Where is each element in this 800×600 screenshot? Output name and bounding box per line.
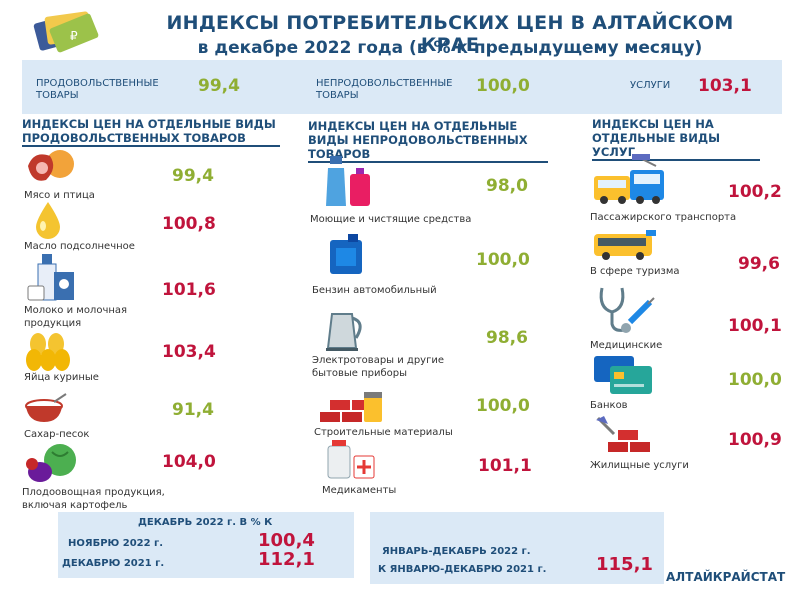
svg-text:₽: ₽ <box>70 29 78 43</box>
services-item-medical-label: Медицинские <box>590 340 663 351</box>
food-item-vegetables-value: 104,0 <box>162 452 216 472</box>
vegetables-icon <box>26 444 76 482</box>
services-item-tourism-value: 99,6 <box>738 254 780 274</box>
food-item-sugar-label: Сахар-песок <box>24 429 90 440</box>
food-item-eggs-value: 103,4 <box>162 342 216 362</box>
medicine-icon <box>327 440 375 479</box>
food-header: ИНДЕКСЫ ЦЕН НА ОТДЕЛЬНЫЕ ВИДЫ ПРОДОВОЛЬС… <box>22 117 280 147</box>
summary-bar <box>22 60 782 114</box>
services-item-medical-value: 100,1 <box>728 316 782 336</box>
summary-services-value: 103,1 <box>698 76 752 96</box>
money-cards-icon: ₽ <box>33 11 99 53</box>
nonfood-item-medicine-value: 101,1 <box>478 456 532 476</box>
nonfood-item-detergent-label: Моющие и чистящие средства <box>310 214 472 225</box>
page-title: ИНДЕКСЫ ПОТРЕБИТЕЛЬСКИХ ЦЕН В АЛТАЙСКОМ … <box>166 12 734 56</box>
food-item-oil-label: Масло подсолнечное <box>24 241 135 252</box>
services-item-transport-value: 100,2 <box>728 182 782 202</box>
nonfood-item-petrol-label: Бензин автомобильный <box>312 285 437 296</box>
food-item-eggs-label: Яйца куриные <box>24 372 99 383</box>
nonfood-item-appliances-label: Электротовары и другие бытовые приборы <box>312 355 445 379</box>
summary-food-label: ПРОДОВОЛЬСТВЕННЫЕ ТОВАРЫ <box>36 78 159 101</box>
bottom-left-row1-label: НОЯБРЮ 2022 г. <box>68 538 164 549</box>
services-item-banks-value: 100,0 <box>728 370 782 390</box>
bank-cards-icon <box>594 356 652 394</box>
source-label: АЛТАЙКРАЙСТАТ <box>666 570 786 584</box>
services-item-transport-label: Пассажирского транспорта <box>590 212 737 223</box>
stethoscope-icon <box>599 287 655 333</box>
food-item-meat-value: 99,4 <box>172 166 214 186</box>
nonfood-item-petrol-value: 100,0 <box>476 250 530 270</box>
food-item-oil-value: 100,8 <box>162 214 216 234</box>
detergent-icon <box>326 156 370 206</box>
food-item-milk-value: 101,6 <box>162 280 216 300</box>
nonfood-item-appliances-value: 98,6 <box>486 328 528 348</box>
summary-food-value: 99,4 <box>198 76 240 96</box>
summary-nonfood-value: 100,0 <box>476 76 530 96</box>
summary-nonfood-label: НЕПРОДОВОЛЬСТВЕННЫЕ ТОВАРЫ <box>316 78 453 101</box>
bricks-icon <box>320 392 382 422</box>
nonfood-header: ИНДЕКСЫ ЦЕН НА ОТДЕЛЬНЫЕ ВИДЫ НЕПРОДОВОЛ… <box>308 119 548 163</box>
bottom-right-panel <box>370 512 664 584</box>
bottom-left-row1-value: 100,4 <box>258 530 315 551</box>
services-item-housing-value: 100,9 <box>728 430 782 450</box>
food-item-meat-label: Мясо и птица <box>24 190 95 201</box>
nonfood-item-building-label: Строительные материалы <box>314 427 453 438</box>
kettle-icon <box>326 313 362 351</box>
sugar-bowl-icon <box>25 393 67 422</box>
nonfood-item-building-value: 100,0 <box>476 396 530 416</box>
food-item-vegetables-label: Плодоовощная продукция, включая картофел… <box>22 487 165 511</box>
bottom-left-row2-value: 112,1 <box>258 549 315 570</box>
housing-bricks-icon <box>596 416 650 452</box>
food-item-milk-label: Молоко и молочная продукция <box>24 305 128 329</box>
tourist-bus-icon <box>594 230 656 260</box>
services-item-tourism-label: В сфере туризма <box>590 266 680 277</box>
eggs-icon <box>26 333 70 371</box>
nonfood-item-detergent-value: 98,0 <box>486 176 528 196</box>
food-item-sugar-value: 91,4 <box>172 400 214 420</box>
oil-drop-icon <box>36 202 60 239</box>
summary-services-label: УСЛУГИ <box>630 80 671 91</box>
page-subtitle: в декабре 2022 года (в % к предыдущему м… <box>197 38 703 58</box>
bottom-left-panel <box>58 512 354 578</box>
bus-icon <box>594 154 664 204</box>
bottom-right-value: 115,1 <box>596 554 653 575</box>
bottom-left-header: ДЕКАБРЬ 2022 г. В % К <box>138 517 273 528</box>
services-header: ИНДЕКСЫ ЦЕН НА ОТДЕЛЬНЫЕ ВИДЫ УСЛУГ <box>592 117 760 161</box>
milk-icon <box>27 254 74 301</box>
services-item-housing-label: Жилищные услуги <box>590 460 689 471</box>
nonfood-item-medicine-label: Медикаменты <box>322 485 397 496</box>
services-item-banks-label: Банков <box>590 400 628 411</box>
meat-icon <box>28 150 74 181</box>
bottom-right-line1: ЯНВАРЬ-ДЕКАБРЬ 2022 г. <box>382 546 531 557</box>
canister-icon <box>330 234 362 274</box>
bottom-left-row2-label: ДЕКАБРЮ 2021 г. <box>62 558 165 569</box>
bottom-right-line2: К ЯНВАРЮ-ДЕКАБРЮ 2021 г. <box>378 564 547 575</box>
